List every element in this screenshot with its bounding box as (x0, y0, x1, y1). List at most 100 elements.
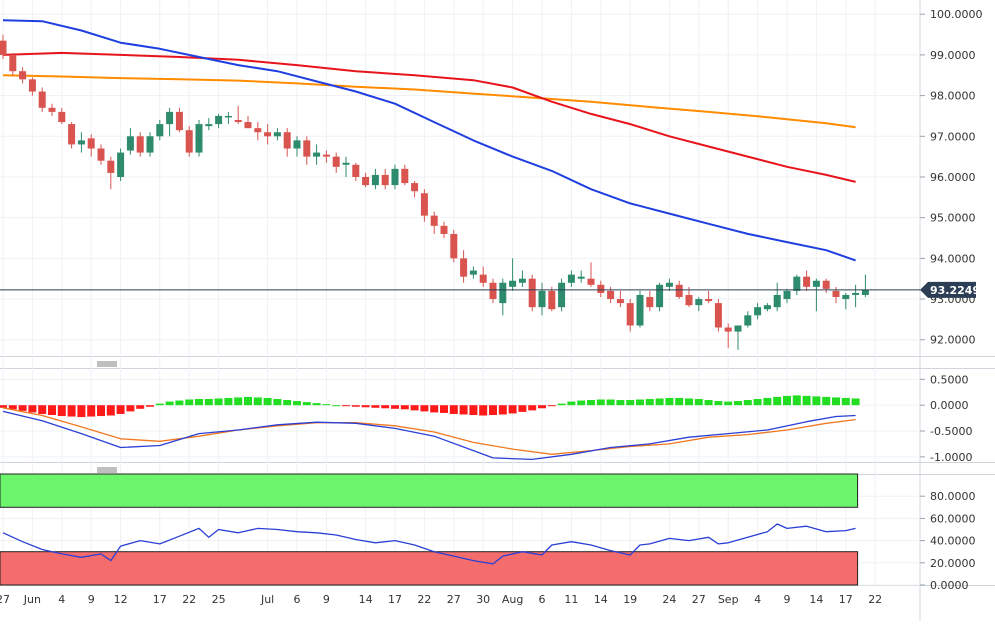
macd-histogram-bar (724, 401, 733, 406)
panel-resize-handle (97, 467, 117, 473)
candle-body (254, 128, 262, 133)
macd-histogram-bar (165, 401, 174, 406)
candle-body (352, 164, 360, 177)
macd-histogram-bar (655, 398, 664, 406)
macd-histogram-bar (606, 399, 615, 406)
x-tick-label: 17 (153, 593, 167, 606)
candle-body (244, 122, 252, 129)
macd-histogram-bar (283, 400, 292, 406)
candle-body (68, 124, 76, 145)
x-tick-label: 6 (539, 593, 546, 606)
candle-body (518, 278, 526, 283)
macd-histogram-bar (851, 398, 860, 406)
price-y-tick-label: 100.0000 (930, 8, 983, 21)
candle-body (401, 168, 409, 184)
candle-body (420, 193, 428, 216)
candle-body (391, 168, 399, 186)
candle-body (450, 233, 458, 259)
macd-histogram-bar (459, 405, 468, 415)
x-tick-label: 22 (417, 593, 431, 606)
macd-histogram-bar (312, 403, 321, 406)
macd-histogram-bar (106, 405, 115, 416)
macd-histogram-bar (841, 397, 850, 406)
rsi-y-tick-label: 0.0000 (930, 579, 969, 592)
x-tick-label: 22 (182, 593, 196, 606)
macd-histogram-bar (293, 401, 301, 406)
x-tick-label: 19 (623, 593, 637, 606)
macd-histogram-bar (38, 405, 47, 414)
macd-histogram-bar (116, 405, 125, 414)
candle-body (58, 111, 66, 123)
rsi-panel (0, 473, 859, 586)
candle-body (185, 130, 193, 153)
candle-body (705, 299, 713, 302)
candle-body (273, 132, 281, 137)
macd-histogram-bar (498, 405, 507, 415)
candle-body (264, 132, 272, 137)
macd-histogram-bar (763, 397, 772, 406)
macd-histogram-bar (185, 399, 194, 406)
macd-histogram-bar (636, 399, 644, 406)
x-tick-label: 12 (114, 593, 128, 606)
candle-body (126, 136, 134, 151)
macd-histogram-bar (361, 405, 370, 408)
macd-histogram-bar (381, 405, 390, 409)
candle-body (626, 303, 634, 326)
candle-body (303, 140, 311, 157)
candle-body (489, 282, 497, 300)
candle-body (685, 294, 693, 306)
x-tick-label: 6 (294, 593, 301, 606)
x-tick-label: 14 (809, 593, 823, 606)
macd-histogram-bar (234, 397, 243, 406)
current-price-tag (920, 281, 976, 298)
macd-histogram-bar (694, 398, 703, 406)
candle-body (38, 91, 46, 108)
candle-body (803, 276, 811, 287)
x-tick-label: 25 (212, 593, 226, 606)
candle-body (656, 284, 664, 308)
rsi-y-tick-label: 80.0000 (930, 490, 976, 503)
candle-body (371, 174, 379, 186)
macd-histogram-bar (753, 398, 762, 406)
x-tick-label: 30 (476, 593, 490, 606)
candle-body (313, 152, 321, 157)
x-tick-label: 14 (359, 593, 373, 606)
macd-panel (0, 395, 860, 461)
macd-histogram-bar (342, 405, 350, 407)
macd-histogram-bar (8, 405, 17, 410)
macd-histogram-bar (253, 397, 262, 406)
candle-body (587, 278, 595, 285)
candle-body (136, 136, 144, 153)
candle-body (754, 307, 762, 316)
candle-body (695, 299, 703, 306)
candle-body (411, 183, 419, 192)
macd-signal-line (2, 407, 856, 455)
candle-body (636, 294, 644, 326)
panel-background (0, 0, 920, 356)
candle-body (714, 303, 722, 328)
macd-histogram-bar (126, 405, 135, 412)
candle-body (430, 215, 438, 226)
candle-body (773, 294, 781, 308)
x-tick-label: Aug (502, 593, 523, 606)
candle-body (509, 280, 517, 287)
candle-body (293, 140, 301, 149)
x-tick-label: 4 (58, 593, 65, 606)
macd-histogram-bar (685, 398, 693, 406)
candle-body (479, 274, 487, 283)
x-tick-label: 11 (564, 593, 578, 606)
macd-histogram-bar (371, 405, 380, 408)
candle-body (342, 162, 350, 165)
candle-body (9, 54, 17, 72)
candle-body (852, 292, 860, 295)
rsi-y-tick-label: 40.0000 (930, 535, 976, 548)
candle-body (107, 160, 115, 173)
candle-body (460, 258, 468, 277)
candle-body (175, 111, 183, 131)
candle-body (224, 115, 232, 118)
axis-layer: 27 Jun 4 9 12 17 22 25 Jul 6 9 14 17 22 27 30 Aug 6 11 14 19… (0, 8, 983, 606)
candle-body (362, 176, 370, 186)
